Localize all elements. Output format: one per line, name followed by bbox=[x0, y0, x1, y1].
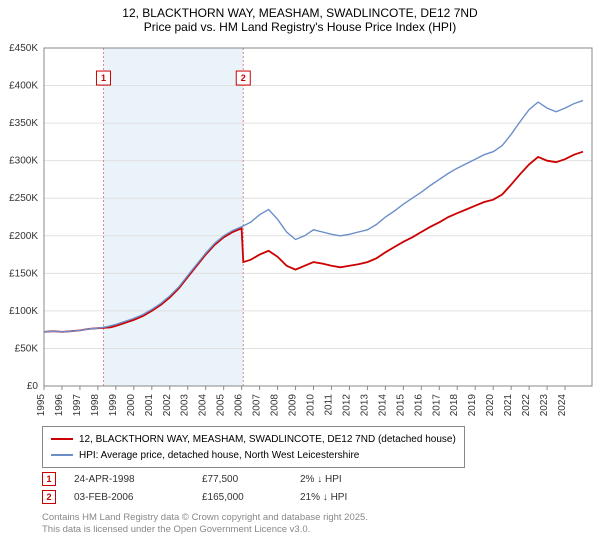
svg-text:2022: 2022 bbox=[521, 394, 532, 417]
legend-label: HPI: Average price, detached house, Nort… bbox=[79, 450, 359, 461]
svg-text:2011: 2011 bbox=[323, 394, 334, 416]
title-block: 12, BLACKTHORN WAY, MEASHAM, SWADLINCOTE… bbox=[0, 0, 600, 36]
svg-text:1997: 1997 bbox=[72, 394, 83, 417]
svg-text:2017: 2017 bbox=[431, 394, 442, 417]
svg-text:2007: 2007 bbox=[252, 394, 263, 417]
legend-item-hpi: HPI: Average price, detached house, Nort… bbox=[51, 447, 456, 463]
svg-text:2020: 2020 bbox=[485, 394, 496, 417]
legend-swatch bbox=[51, 454, 73, 455]
annotation-pct: 2% ↓ HPI bbox=[300, 474, 390, 485]
svg-text:2002: 2002 bbox=[162, 394, 173, 417]
line-chart-svg: £0 £50K £100K £150K £200K £250K £300K £350K £400… bbox=[0, 40, 600, 420]
title-line-2: Price paid vs. HM Land Registry's House … bbox=[10, 20, 590, 34]
chart-container: 12, BLACKTHORN WAY, MEASHAM, SWADLINCOTE… bbox=[0, 0, 600, 560]
svg-text:2015: 2015 bbox=[395, 394, 406, 417]
svg-text:£400K: £400K bbox=[9, 81, 38, 92]
annotation-row: 2 03-FEB-2006 £165,000 21% ↓ HPI bbox=[42, 488, 390, 506]
footer: Contains HM Land Registry data © Crown c… bbox=[42, 512, 368, 537]
title-line-1: 12, BLACKTHORN WAY, MEASHAM, SWADLINCOTE… bbox=[10, 6, 590, 20]
svg-text:2008: 2008 bbox=[270, 394, 281, 417]
svg-text:2: 2 bbox=[241, 73, 246, 83]
legend-label: 12, BLACKTHORN WAY, MEASHAM, SWADLINCOTE… bbox=[79, 434, 456, 445]
annotation-marker-1: 1 bbox=[42, 472, 56, 486]
svg-text:2012: 2012 bbox=[341, 394, 352, 417]
chart-area: £0 £50K £100K £150K £200K £250K £300K £350K £400… bbox=[0, 40, 600, 420]
legend: 12, BLACKTHORN WAY, MEASHAM, SWADLINCOTE… bbox=[42, 426, 465, 468]
annotation-price: £165,000 bbox=[202, 492, 282, 503]
legend-item-price-paid: 12, BLACKTHORN WAY, MEASHAM, SWADLINCOTE… bbox=[51, 431, 456, 447]
svg-text:1: 1 bbox=[101, 73, 106, 83]
annotation-table: 1 24-APR-1998 £77,500 2% ↓ HPI 2 03-FEB-… bbox=[42, 470, 390, 506]
svg-text:£350K: £350K bbox=[9, 118, 38, 129]
svg-text:£450K: £450K bbox=[9, 43, 38, 54]
svg-text:2003: 2003 bbox=[180, 394, 191, 417]
legend-swatch bbox=[51, 438, 73, 440]
svg-text:£300K: £300K bbox=[9, 156, 38, 167]
annotation-marker-2: 2 bbox=[42, 490, 56, 504]
annotation-pct: 21% ↓ HPI bbox=[300, 492, 390, 503]
svg-text:2001: 2001 bbox=[144, 394, 155, 417]
svg-text:£200K: £200K bbox=[9, 231, 38, 242]
svg-text:£250K: £250K bbox=[9, 193, 38, 204]
svg-text:2024: 2024 bbox=[557, 394, 568, 417]
svg-text:1998: 1998 bbox=[90, 394, 101, 417]
svg-text:2019: 2019 bbox=[467, 394, 478, 417]
svg-text:2014: 2014 bbox=[377, 394, 388, 417]
svg-text:2016: 2016 bbox=[413, 394, 424, 417]
svg-text:2021: 2021 bbox=[503, 394, 514, 417]
svg-text:£50K: £50K bbox=[15, 343, 39, 354]
svg-text:2018: 2018 bbox=[449, 394, 460, 417]
svg-text:1996: 1996 bbox=[54, 394, 65, 417]
svg-text:2000: 2000 bbox=[126, 394, 137, 417]
annotation-price: £77,500 bbox=[202, 474, 282, 485]
svg-text:£100K: £100K bbox=[9, 306, 38, 317]
svg-text:£0: £0 bbox=[27, 381, 39, 392]
annotation-date: 03-FEB-2006 bbox=[74, 492, 184, 503]
svg-text:2023: 2023 bbox=[539, 394, 550, 417]
footer-line-1: Contains HM Land Registry data © Crown c… bbox=[42, 512, 368, 524]
svg-text:1999: 1999 bbox=[108, 394, 119, 417]
svg-text:2005: 2005 bbox=[216, 394, 227, 417]
svg-text:£150K: £150K bbox=[9, 268, 38, 279]
svg-text:2013: 2013 bbox=[359, 394, 370, 417]
svg-text:2009: 2009 bbox=[288, 394, 299, 417]
annotation-row: 1 24-APR-1998 £77,500 2% ↓ HPI bbox=[42, 470, 390, 488]
svg-text:2004: 2004 bbox=[198, 394, 209, 417]
svg-text:1995: 1995 bbox=[36, 394, 47, 417]
svg-text:2006: 2006 bbox=[234, 394, 245, 417]
footer-line-2: This data is licensed under the Open Gov… bbox=[42, 524, 368, 536]
svg-text:2010: 2010 bbox=[306, 394, 317, 417]
annotation-date: 24-APR-1998 bbox=[74, 474, 184, 485]
